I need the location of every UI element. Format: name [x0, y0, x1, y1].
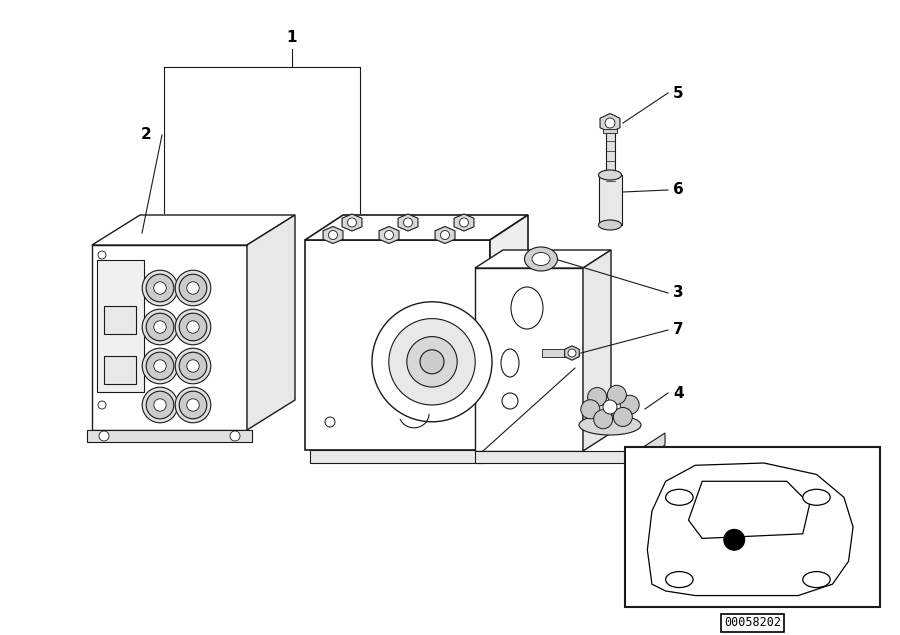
- Bar: [542, 349, 570, 357]
- Circle shape: [179, 313, 207, 341]
- Circle shape: [176, 309, 211, 345]
- Bar: [598, 175, 622, 225]
- Circle shape: [187, 360, 199, 372]
- Circle shape: [389, 319, 475, 405]
- Polygon shape: [379, 227, 399, 243]
- Ellipse shape: [579, 415, 641, 435]
- Text: 4: 4: [673, 385, 684, 401]
- Circle shape: [230, 431, 240, 441]
- Polygon shape: [342, 214, 362, 231]
- Circle shape: [154, 360, 166, 372]
- Circle shape: [420, 350, 444, 374]
- Ellipse shape: [598, 170, 622, 180]
- Circle shape: [605, 118, 615, 128]
- Polygon shape: [583, 250, 611, 451]
- Text: 1: 1: [287, 29, 297, 44]
- Circle shape: [154, 321, 166, 333]
- Polygon shape: [454, 214, 474, 231]
- Text: 5: 5: [673, 86, 684, 100]
- Circle shape: [176, 387, 211, 423]
- Circle shape: [588, 387, 607, 406]
- Circle shape: [384, 231, 393, 239]
- Ellipse shape: [525, 247, 557, 271]
- Text: 00058202: 00058202: [724, 617, 781, 629]
- Circle shape: [179, 391, 207, 419]
- Ellipse shape: [511, 287, 543, 329]
- Circle shape: [372, 302, 492, 422]
- Circle shape: [580, 400, 599, 418]
- Circle shape: [146, 313, 174, 341]
- Circle shape: [594, 410, 613, 429]
- Polygon shape: [637, 433, 665, 463]
- Polygon shape: [564, 346, 580, 360]
- Circle shape: [146, 274, 174, 302]
- Circle shape: [142, 387, 178, 423]
- Circle shape: [187, 399, 199, 411]
- Bar: [606, 130, 615, 185]
- Circle shape: [176, 271, 211, 306]
- Circle shape: [154, 399, 166, 411]
- Circle shape: [347, 218, 356, 227]
- Text: 7: 7: [673, 323, 684, 337]
- Polygon shape: [435, 227, 455, 243]
- Bar: [625, 447, 880, 607]
- Circle shape: [568, 349, 576, 357]
- Circle shape: [142, 309, 178, 345]
- Circle shape: [502, 393, 518, 409]
- Circle shape: [99, 431, 109, 441]
- Circle shape: [620, 395, 639, 414]
- Polygon shape: [92, 215, 295, 245]
- Ellipse shape: [501, 349, 519, 377]
- Polygon shape: [92, 245, 247, 430]
- Circle shape: [98, 401, 106, 409]
- Circle shape: [407, 337, 457, 387]
- Circle shape: [146, 391, 174, 419]
- Polygon shape: [490, 215, 528, 450]
- Circle shape: [460, 218, 469, 227]
- Circle shape: [403, 218, 412, 227]
- Polygon shape: [305, 215, 528, 240]
- Circle shape: [614, 408, 633, 427]
- Bar: [104, 356, 136, 384]
- Circle shape: [98, 251, 106, 259]
- Polygon shape: [398, 214, 418, 231]
- Ellipse shape: [532, 253, 550, 265]
- Circle shape: [603, 400, 617, 414]
- Polygon shape: [305, 240, 490, 450]
- Circle shape: [176, 348, 211, 384]
- Polygon shape: [310, 450, 485, 463]
- Circle shape: [179, 352, 207, 380]
- Text: 6: 6: [673, 182, 684, 197]
- Circle shape: [146, 352, 174, 380]
- Circle shape: [328, 231, 338, 239]
- Polygon shape: [600, 114, 620, 133]
- Circle shape: [440, 231, 449, 239]
- Polygon shape: [97, 260, 144, 392]
- Circle shape: [142, 271, 178, 306]
- Ellipse shape: [598, 220, 622, 230]
- Polygon shape: [475, 451, 637, 463]
- Circle shape: [187, 321, 199, 333]
- Text: 2: 2: [141, 128, 152, 142]
- Bar: [104, 306, 136, 334]
- Polygon shape: [475, 268, 583, 451]
- Circle shape: [187, 282, 199, 294]
- Polygon shape: [323, 227, 343, 243]
- Circle shape: [179, 274, 207, 302]
- Polygon shape: [247, 215, 295, 430]
- Polygon shape: [475, 250, 611, 268]
- Circle shape: [142, 348, 178, 384]
- Text: 3: 3: [673, 286, 684, 300]
- Polygon shape: [87, 430, 252, 442]
- Bar: [603, 129, 617, 133]
- Circle shape: [154, 282, 166, 294]
- Circle shape: [608, 385, 626, 404]
- Circle shape: [325, 417, 335, 427]
